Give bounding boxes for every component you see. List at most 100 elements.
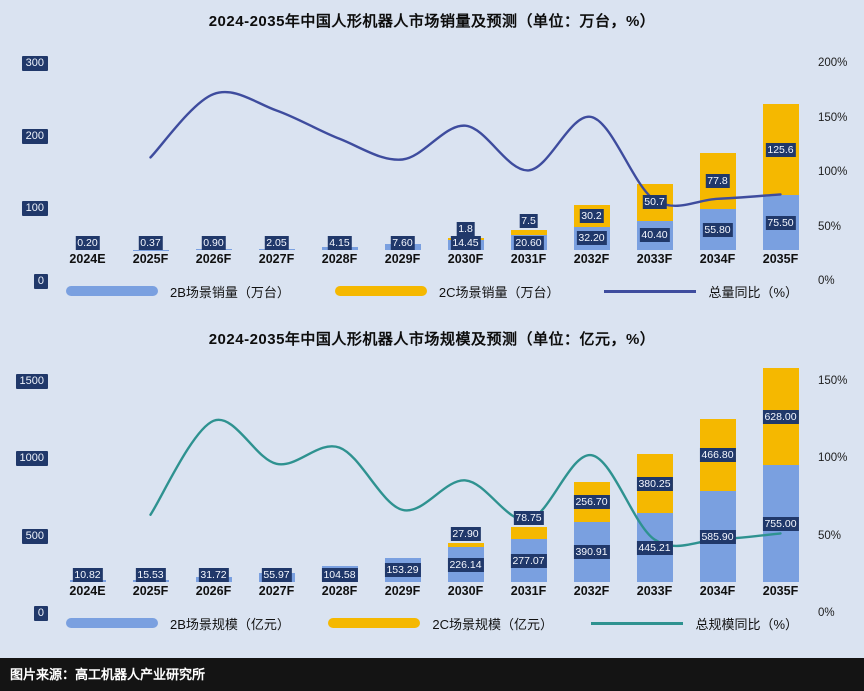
bar-value-label: 55.97	[261, 568, 292, 582]
legend-bar-swatch	[328, 618, 421, 628]
bar-2c-segment	[447, 542, 484, 548]
right-axis-tick: 0%	[818, 275, 835, 287]
bar-value-label: 585.90	[699, 529, 736, 544]
category-label: 2034F	[699, 252, 736, 266]
bar-value-label: 7.5	[519, 213, 538, 228]
chart-title: 2024-2035年中国人形机器人市场销量及预测（单位：万台，%）	[208, 13, 656, 30]
chart-section-scale: 2024-2035年中国人形机器人市场规模及预测（单位：亿元，%） 1500 10…	[0, 318, 864, 636]
plot-row: 1500 1000 500 0 10.82 15.53 31.72 55.97 104.58 1…	[0, 350, 864, 621]
bar-value-label: 50.7	[642, 195, 667, 210]
category-label: 2030F	[447, 252, 484, 266]
legend-line-swatch	[591, 621, 684, 625]
bar-value-label: 7.60	[390, 236, 415, 250]
category-label: 2028F	[321, 252, 358, 266]
category-label: 2032F	[573, 252, 610, 266]
legend: 2B场景规模（亿元） 2C场景规模（亿元） 总规模同比（%）	[0, 610, 864, 636]
source-caption: 图片来源：高工机器人产业研究所	[0, 658, 864, 691]
legend-bar-swatch	[334, 286, 427, 296]
category-label: 2031F	[510, 252, 547, 266]
right-axis-tick: 100%	[818, 166, 848, 178]
bar-2c-segment	[510, 229, 547, 236]
bar-value-label: 0.37	[138, 236, 163, 250]
category-label: 2029F	[384, 252, 421, 266]
bar-value-label: 14.45	[450, 236, 481, 250]
legend-item: 总规模同比（%）	[591, 614, 798, 633]
bar-value-label: 125.6	[765, 142, 796, 157]
bar-value-label: 10.82	[72, 568, 103, 582]
bar-value-label: 75.50	[765, 215, 796, 230]
bar-value-label: 226.14	[447, 557, 484, 572]
category-axis: 2024E 2025F 2026F 2027F 2028F 2029F 2030F 2031F…	[56, 250, 812, 270]
bar-value-label: 20.60	[513, 236, 544, 250]
right-axis-tick: 50%	[818, 529, 842, 542]
legend-item: 总量同比（%）	[604, 282, 798, 301]
bar-value-label: 104.58	[321, 568, 358, 582]
bar-value-label: 30.2	[579, 208, 604, 223]
bar-value-label: 445.21	[636, 540, 673, 555]
bar-value-label: 0.20	[75, 236, 100, 250]
right-axis-tick: 150%	[818, 111, 848, 124]
right-axis-tick: 200%	[818, 57, 848, 69]
right-axis: 150% 100% 50% 0%	[812, 350, 864, 619]
left-axis-tick: 1500	[15, 374, 48, 389]
plot-area: 0.20 0.37 0.90 2.05 4.15 7.60 14.45 1.8 20.60 7.5…	[56, 32, 812, 250]
bar-value-label: 466.80	[699, 448, 736, 463]
category-label: 2031F	[510, 584, 547, 598]
category-label: 2025F	[132, 252, 169, 266]
bar-value-label: 256.70	[573, 494, 610, 509]
category-label: 2035F	[762, 252, 799, 266]
category-label: 2032F	[573, 584, 610, 598]
bar-value-label: 1.8	[456, 222, 475, 237]
category-label: 2029F	[384, 584, 421, 598]
category-label: 2033F	[636, 584, 673, 598]
category-label: 2025F	[132, 584, 169, 598]
category-label: 2030F	[447, 584, 484, 598]
legend-label: 2B场景规模（亿元）	[170, 616, 290, 632]
bar-value-label: 0.90	[201, 236, 226, 250]
right-axis-tick: 50%	[818, 220, 842, 233]
left-axis-tick: 0	[33, 606, 48, 621]
bar-value-label: 4.15	[327, 236, 352, 250]
right-axis-tick: 100%	[818, 452, 848, 465]
right-axis-tick: 150%	[818, 375, 848, 387]
category-label: 2024E	[69, 584, 106, 598]
left-axis-tick: 0	[33, 274, 48, 289]
legend-item: 2C场景销量（万台）	[334, 282, 560, 301]
bar-value-label: 380.25	[636, 476, 673, 491]
bar-value-label: 55.80	[702, 222, 733, 237]
legend-label: 总规模同比（%）	[695, 616, 798, 632]
left-axis: 300 200 100 0	[0, 32, 56, 289]
bar-value-label: 27.90	[450, 526, 481, 541]
bar-value-label: 2.05	[264, 236, 289, 250]
left-axis-tick: 500	[21, 528, 48, 544]
plot-row: 300 200 100 0 0.20 0.37 0.90 2.05 4.15 7.60 14.45…	[0, 32, 864, 289]
right-axis: 200% 150% 100% 50% 0%	[812, 32, 864, 287]
legend-label: 2B场景销量（万台）	[170, 284, 290, 300]
bar-value-label: 31.72	[198, 568, 229, 582]
left-axis-tick: 1000	[15, 451, 48, 467]
chart-title: 2024-2035年中国人形机器人市场规模及预测（单位：亿元，%）	[208, 331, 656, 348]
plot-area: 10.82 15.53 31.72 55.97 104.58 153.29 226.14 27…	[56, 350, 812, 582]
bar-value-label: 153.29	[384, 563, 421, 578]
category-label: 2034F	[699, 584, 736, 598]
legend-item: 2C场景规模（亿元）	[328, 614, 553, 633]
category-label: 2026F	[195, 252, 232, 266]
legend-label: 2C场景规模（亿元）	[432, 616, 553, 632]
category-label: 2026F	[195, 584, 232, 598]
legend-label: 2C场景销量（万台）	[438, 284, 560, 300]
bar-value-label: 78.75	[513, 510, 544, 525]
legend-line-swatch	[604, 289, 697, 293]
left-axis-tick: 200	[21, 128, 48, 144]
bar-value-label: 755.00	[762, 516, 799, 531]
category-label: 2024E	[69, 252, 106, 266]
bar-value-label: 628.00	[762, 409, 799, 424]
category-label: 2035F	[762, 584, 799, 598]
legend-bar-swatch	[66, 286, 158, 296]
category-label: 2033F	[636, 252, 673, 266]
category-label: 2028F	[321, 584, 358, 598]
bar-value-label: 32.20	[576, 231, 607, 246]
category-axis: 2024E 2025F 2026F 2027F 2028F 2029F 2030F 2031F…	[56, 582, 812, 602]
left-axis: 1500 1000 500 0	[0, 350, 56, 621]
bar-value-label: 390.91	[573, 544, 610, 559]
